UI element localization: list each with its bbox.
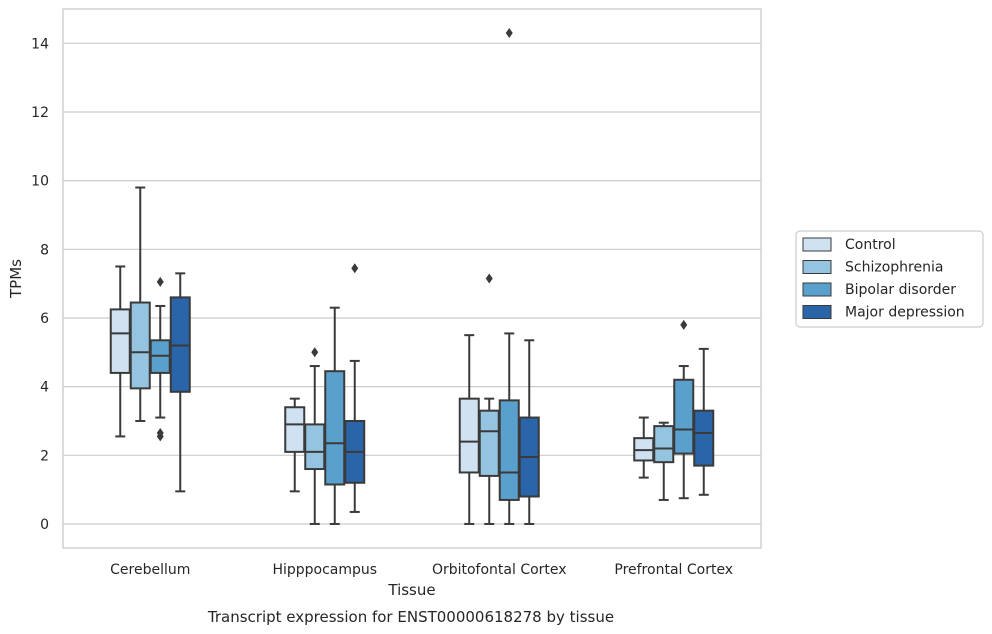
x-tick-label: Cerebellum [110,562,190,578]
y-tick-label: 4 [40,380,49,396]
y-tick-label: 12 [31,105,49,121]
box [284,397,306,493]
legend-label: Bipolar disorder [845,282,956,298]
box [653,421,675,501]
plot-area [62,8,762,549]
x-axis-ticks: Cerebellum Hipppocampus Orbitofontal Corte… [110,562,733,578]
y-axis-label: TPMs [7,259,25,299]
box-body [304,423,326,471]
outlier-point [351,263,359,274]
box [344,263,366,513]
box [633,416,655,479]
chart-caption: Transcript expression for ENST0000061827… [207,608,614,626]
box [498,28,520,525]
box [324,306,346,525]
legend-label: Control [845,237,896,253]
y-tick-label: 0 [40,517,49,533]
box-body [109,308,131,374]
y-axis-ticks: 0 2 4 6 8 10 12 14 [31,36,49,533]
y-tick-label: 2 [40,448,49,464]
box-body [498,399,520,501]
box-body [284,406,306,453]
outlier-point [311,347,319,358]
box [673,319,695,500]
box-body [129,301,151,390]
legend-frame [795,230,984,328]
x-axis-label: Tissue [387,581,435,599]
legend-item: Bipolar disorder [802,282,956,298]
legend-swatch [802,237,832,252]
box-body [324,370,346,486]
y-tick-label: 8 [40,242,49,258]
legend-item: Schizophrenia [802,260,943,276]
outlier-point [485,273,493,284]
y-tick-label: 10 [31,174,49,190]
box [109,265,131,438]
x-tick-label: Prefrontal Cortex [614,562,733,578]
box [304,347,326,525]
box-body [653,425,675,464]
outlier-point [505,28,513,39]
x-tick-label: Hipppocampus [272,562,377,578]
box [693,347,715,496]
legend-label: Major depression [845,305,965,321]
box-groups [109,28,715,525]
outlier-point [680,319,688,330]
legend-swatch [802,305,832,319]
x-tick-label: Orbitofontal Cortex [432,562,567,578]
legend-item: Major depression [802,305,965,321]
legend-swatch [802,260,832,274]
legend: Control Schizophrenia Bipolar disorder Majo… [795,230,984,328]
box-body [478,409,500,477]
box-body [693,409,715,467]
y-tick-label: 6 [40,311,49,327]
box [458,334,480,525]
legend-label: Schizophrenia [845,260,943,276]
outlier-point [156,276,164,287]
box [478,273,500,525]
box-body [673,378,695,455]
box [169,272,191,493]
box [518,339,540,525]
box-body [458,397,480,474]
legend-swatch [802,282,832,297]
legend-item: Control [802,237,896,253]
y-tick-label: 14 [31,36,49,52]
outlier-point [156,427,164,438]
box [149,276,171,442]
box [129,186,151,422]
